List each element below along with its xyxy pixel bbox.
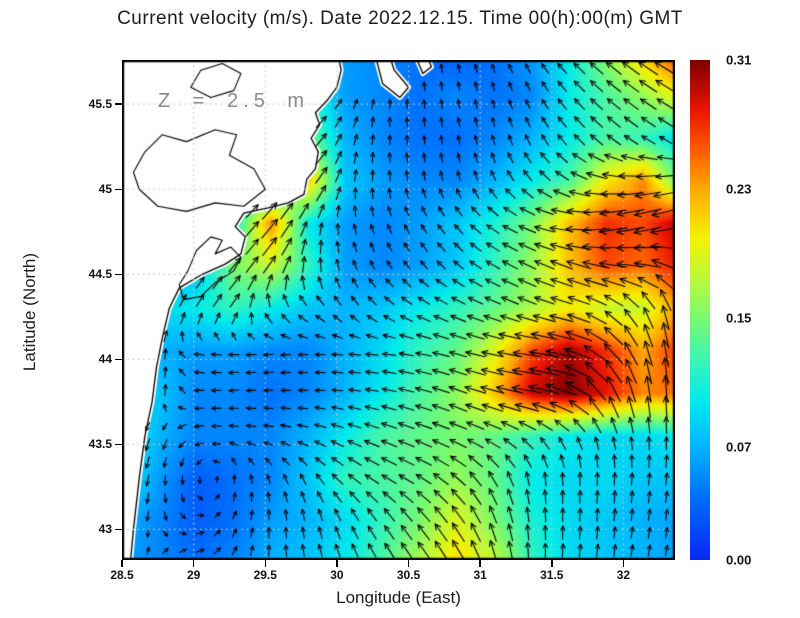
x-tick-label: 29 [186,568,201,582]
depth-annotation: Z = 2.5 m [158,90,310,112]
x-tick-label: 28.5 [110,568,134,582]
x-tick-mark [407,560,410,567]
figure-title: Current velocity (m/s). Date 2022.12.15.… [117,8,683,29]
x-tick-mark [336,560,338,567]
x-tick-label: 32 [616,568,631,582]
y-tick-label: 44.5 [88,267,112,282]
y-tick-label: 44 [98,352,112,367]
y-tick-mark [115,188,122,190]
x-tick-mark [622,560,625,567]
x-tick-mark [264,560,266,567]
map-plot-area [122,60,675,560]
y-tick-label: 43.5 [88,437,112,452]
y-tick-mark [115,358,122,361]
colorbar-tick-label: 0.07 [726,439,752,455]
colorbar-tick-label: 0.31 [726,52,752,68]
y-tick-mark [115,443,122,446]
x-tick-label: 29.5 [253,568,277,582]
y-tick-label: 43 [98,522,112,537]
y-tick-mark [115,273,122,276]
x-tick-mark [479,560,481,567]
colorbar [690,60,710,560]
y-tick-mark [115,103,122,105]
colorbar-tick-label: 0.00 [726,552,752,568]
x-tick-label: 30.5 [396,568,421,582]
y-tick-mark [115,528,122,531]
x-tick-mark [551,560,553,567]
y-tick-label: 45.5 [88,97,112,112]
velocity-map-canvas [122,60,675,560]
x-tick-mark [121,560,123,567]
colorbar-tick-label: 0.15 [726,310,752,326]
y-tick-label: 45 [98,182,112,197]
colorbar-tick-label: 0.23 [726,181,752,197]
x-tick-label: 31.5 [540,568,564,582]
x-axis-label: Longitude (East) [336,588,461,607]
x-tick-mark [192,560,195,567]
x-tick-label: 31 [473,568,487,582]
y-axis-label: Latitude (North) [20,252,39,372]
x-tick-label: 30 [330,568,344,582]
